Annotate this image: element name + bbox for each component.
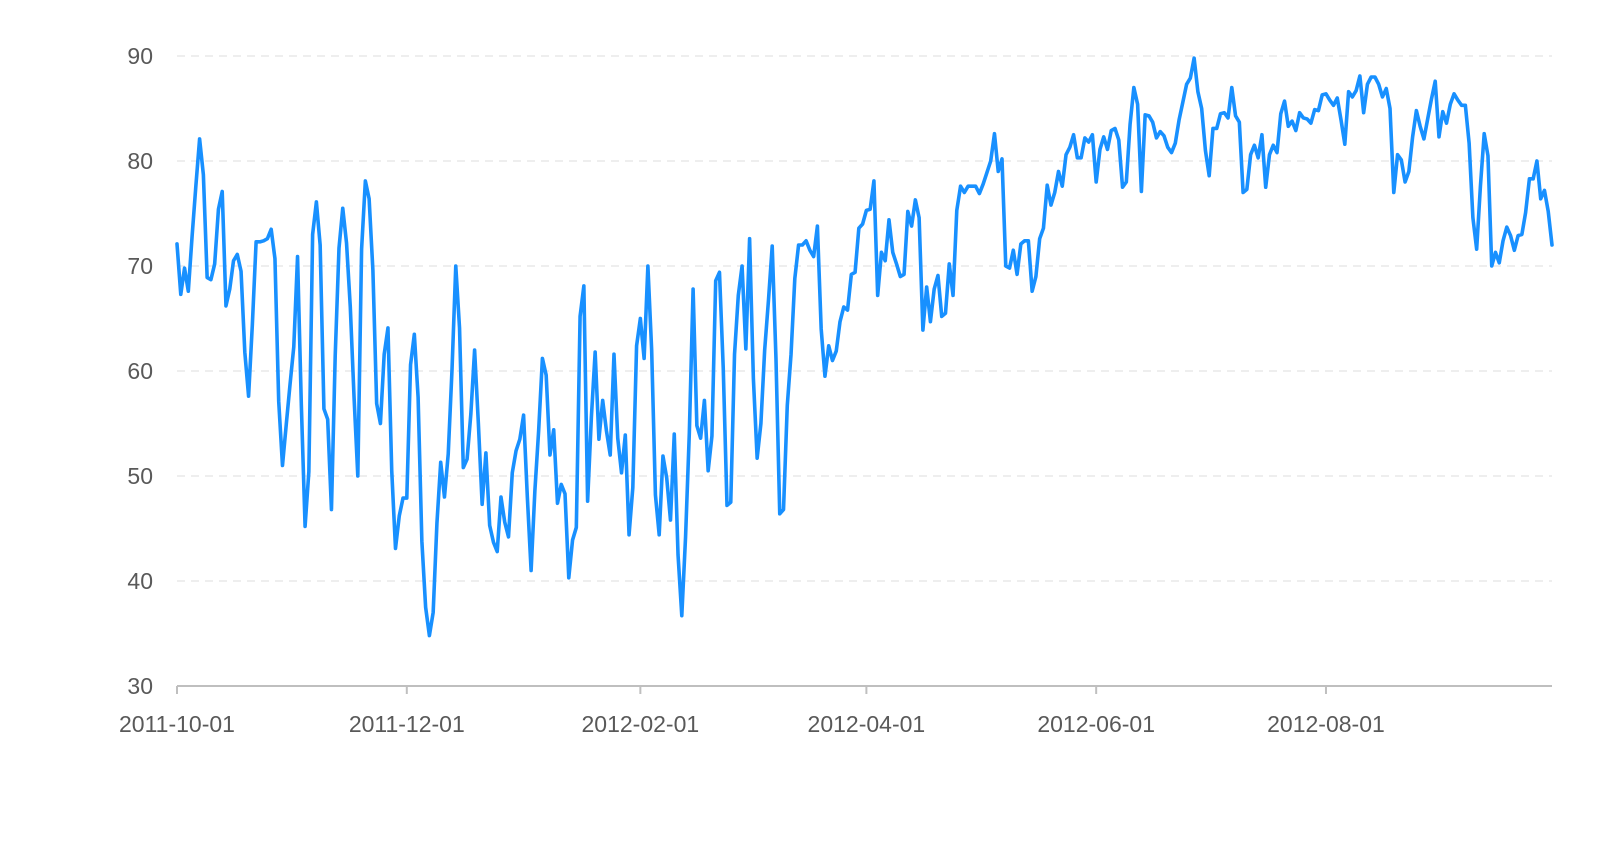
y-tick-label: 60 (127, 358, 153, 384)
x-tick-label: 2012-04-01 (808, 711, 926, 737)
x-tick-label: 2012-02-01 (582, 711, 700, 737)
x-tick-label: 2011-12-01 (349, 711, 465, 737)
y-tick-label: 90 (127, 43, 153, 69)
series-layer (175, 56, 1554, 638)
y-tick-label: 70 (127, 253, 153, 279)
y-tick-label: 40 (127, 568, 153, 594)
series-line (175, 56, 1554, 638)
x-tick-label: 2012-06-01 (1037, 711, 1155, 737)
x-axis: 2011-10-01 2011-12-01 2012-02-01 2012-04-01… (119, 685, 1552, 737)
x-tick-label: 2012-08-01 (1267, 711, 1385, 737)
y-tick-label: 30 (127, 673, 153, 699)
x-tick-label: 2011-10-01 (119, 711, 235, 737)
y-tick-label: 50 (127, 463, 153, 489)
y-axis: 30 40 50 60 70 80 90 (127, 43, 153, 699)
y-tick-label: 80 (127, 148, 153, 174)
